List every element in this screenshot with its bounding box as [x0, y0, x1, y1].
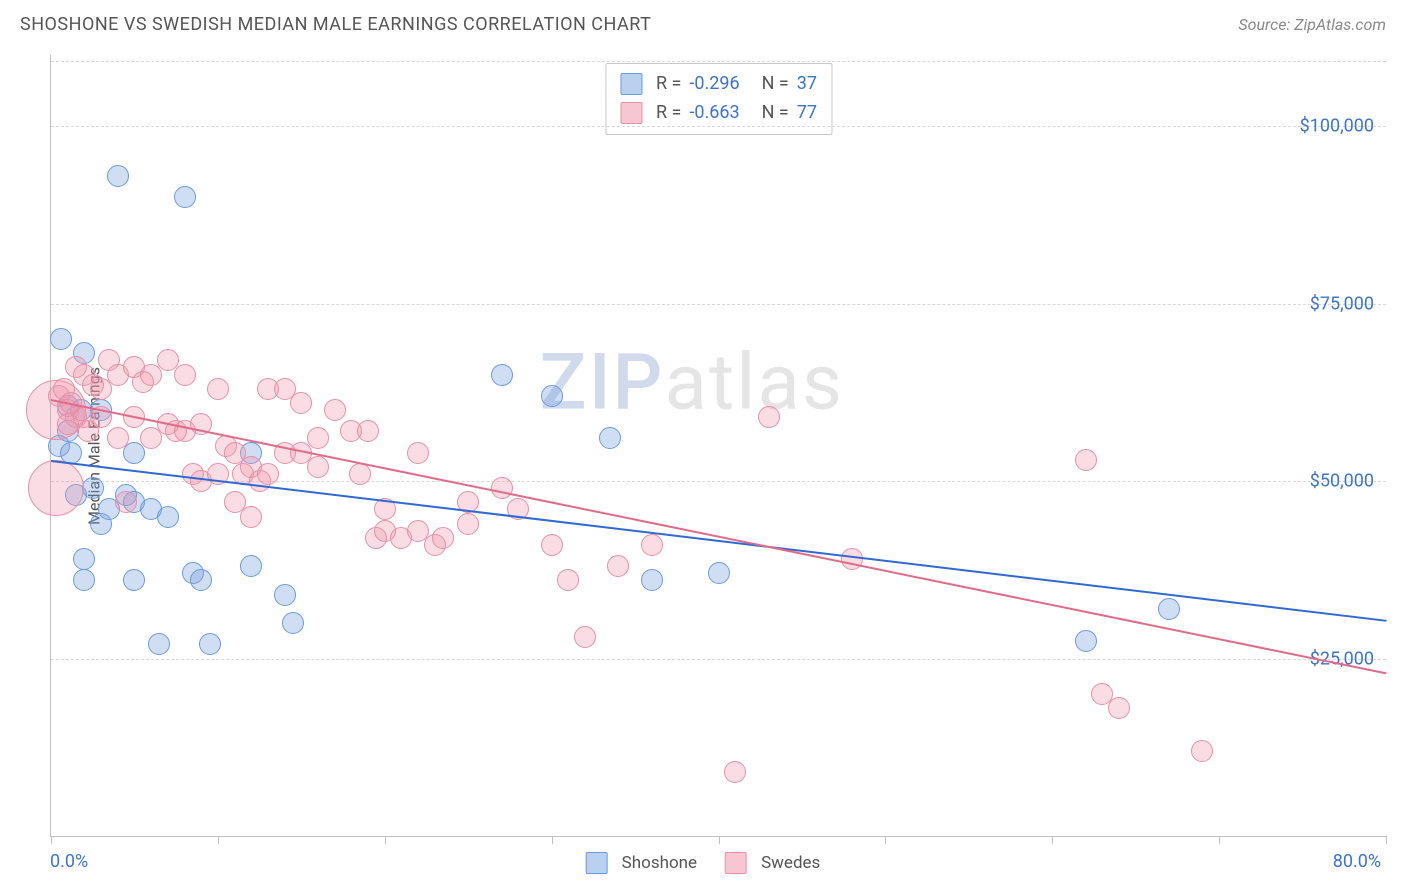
data-point: [491, 477, 513, 499]
trend-line: [51, 399, 1386, 674]
y-tick-label: $100,000: [1300, 116, 1374, 137]
data-point: [107, 165, 129, 187]
data-point: [207, 378, 229, 400]
x-tick: [385, 836, 386, 844]
data-point: [115, 491, 137, 513]
data-point: [307, 427, 329, 449]
legend: Shoshone Swedes: [586, 852, 821, 874]
data-point: [282, 612, 304, 634]
data-point: [174, 186, 196, 208]
gridline: [51, 126, 1386, 127]
swatch-shoshone-icon: [620, 73, 642, 95]
y-tick-label: $75,000: [1310, 293, 1374, 314]
data-point: [1108, 697, 1130, 719]
data-point: [257, 463, 279, 485]
legend-swatch-shoshone-icon: [586, 852, 608, 874]
data-point: [641, 534, 663, 556]
data-point: [557, 569, 579, 591]
data-point: [123, 569, 145, 591]
legend-swatch-swedes-icon: [725, 852, 747, 874]
gridline: [51, 61, 1386, 62]
x-tick: [1219, 836, 1220, 844]
data-point: [1075, 630, 1097, 652]
data-point: [357, 420, 379, 442]
x-tick: [1386, 836, 1387, 844]
data-point: [607, 555, 629, 577]
data-point: [107, 427, 129, 449]
data-point: [50, 328, 72, 350]
gridline: [51, 304, 1386, 305]
gridline: [51, 659, 1386, 660]
data-point: [307, 456, 329, 478]
data-point: [1191, 740, 1213, 762]
data-point: [28, 460, 84, 516]
stats-row-swedes: R = -0.663 N = 77: [620, 99, 817, 128]
data-point: [290, 392, 312, 414]
legend-item-swedes: Swedes: [725, 852, 820, 874]
data-point: [174, 364, 196, 386]
watermark: ZIPatlas: [540, 338, 845, 429]
legend-label-shoshone: Shoshone: [622, 853, 697, 873]
data-point: [708, 562, 730, 584]
source-label: Source: ZipAtlas.com: [1238, 15, 1386, 34]
data-point: [541, 534, 563, 556]
data-point: [1091, 683, 1113, 705]
x-tick: [1052, 836, 1053, 844]
data-point: [157, 506, 179, 528]
scatter-chart: ZIPatlas R = -0.296 N = 37 R = -0.663 N …: [50, 55, 1386, 837]
swatch-swedes-icon: [620, 102, 642, 124]
legend-label-swedes: Swedes: [761, 853, 820, 873]
data-point: [240, 506, 262, 528]
data-point: [432, 527, 454, 549]
legend-item-shoshone: Shoshone: [586, 852, 697, 874]
data-point: [758, 406, 780, 428]
data-point: [1158, 598, 1180, 620]
data-point: [274, 584, 296, 606]
x-tick: [719, 836, 720, 844]
data-point: [541, 385, 563, 407]
x-tick: [218, 836, 219, 844]
data-point: [199, 633, 221, 655]
chart-title: SHOSHONE VS SWEDISH MEDIAN MALE EARNINGS…: [20, 14, 651, 35]
x-tick: [51, 836, 52, 844]
data-point: [574, 626, 596, 648]
data-point: [73, 569, 95, 591]
x-axis-max-label: 80.0%: [1333, 851, 1381, 872]
y-tick-label: $50,000: [1310, 471, 1374, 492]
data-point: [641, 569, 663, 591]
data-point: [407, 442, 429, 464]
data-point: [457, 513, 479, 535]
trend-line: [51, 460, 1386, 622]
x-tick: [885, 836, 886, 844]
data-point: [1075, 449, 1097, 471]
x-tick: [552, 836, 553, 844]
data-point: [148, 633, 170, 655]
data-point: [73, 548, 95, 570]
stats-row-shoshone: R = -0.296 N = 37: [620, 70, 817, 99]
data-point: [491, 364, 513, 386]
data-point: [324, 399, 346, 421]
data-point: [724, 761, 746, 783]
stats-legend-box: R = -0.296 N = 37 R = -0.663 N = 77: [605, 63, 832, 135]
x-axis-min-label: 0.0%: [50, 851, 88, 872]
data-point: [190, 569, 212, 591]
data-point: [82, 477, 104, 499]
data-point: [349, 463, 371, 485]
data-point: [599, 427, 621, 449]
data-point: [240, 555, 262, 577]
